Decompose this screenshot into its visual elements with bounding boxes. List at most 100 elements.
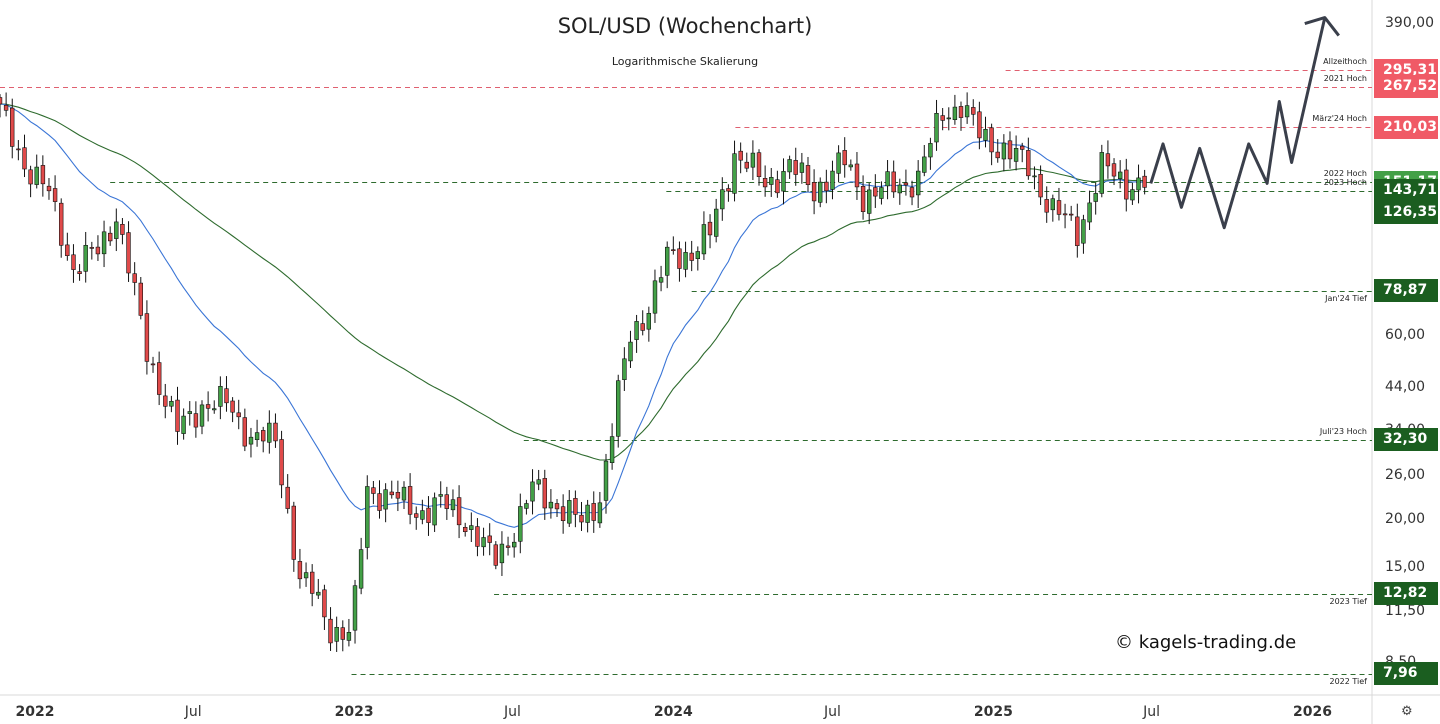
candle-body — [928, 143, 933, 158]
candle-body — [413, 513, 419, 518]
candle-body — [615, 380, 621, 437]
y-tick-label: 390,00 — [1385, 14, 1434, 31]
candle-body — [1111, 163, 1117, 177]
candle-body — [799, 162, 805, 173]
candle-body — [885, 171, 890, 187]
candle-body — [591, 503, 596, 521]
candle-body — [212, 408, 217, 411]
candle-body — [628, 341, 633, 362]
candle-body — [762, 178, 768, 188]
candle-body — [303, 572, 309, 579]
candle-body — [726, 188, 731, 192]
candle-body — [1026, 150, 1031, 177]
candle-body — [879, 187, 884, 199]
candle-body — [713, 208, 719, 237]
price-label: 7,96 — [1374, 662, 1438, 686]
candle-body — [114, 221, 119, 239]
candle-body — [897, 184, 903, 194]
candle-body — [254, 432, 260, 441]
candle-body — [511, 541, 517, 548]
ma-slow-line — [0, 103, 1145, 461]
candle-body — [720, 189, 725, 210]
candle-body — [1038, 174, 1043, 198]
candle-body — [732, 153, 737, 194]
candle-body — [958, 106, 964, 118]
chart-title: SOL/USD (Wochenchart) — [557, 14, 813, 38]
candle-body — [334, 626, 339, 642]
candle-body — [187, 411, 192, 414]
candle-body — [554, 503, 560, 510]
candle-body — [824, 181, 829, 192]
x-tick-label: 2022 — [15, 704, 55, 720]
candle-body — [830, 170, 835, 190]
level-name: Allzeithoch — [1323, 57, 1367, 67]
candle-body — [224, 388, 229, 404]
candle-body — [193, 413, 199, 428]
price-label: 12,82 — [1374, 582, 1438, 606]
candle-body — [328, 618, 333, 644]
candle-body — [542, 478, 548, 509]
candle-body — [248, 436, 254, 445]
candle-body — [340, 627, 345, 640]
candle-body — [781, 171, 786, 192]
candle-body — [934, 113, 939, 143]
price-label: 78,87 — [1374, 279, 1438, 303]
candle-body — [352, 585, 358, 631]
candle-body — [52, 188, 58, 202]
candle-body — [873, 187, 878, 197]
candle-body — [1007, 140, 1013, 160]
candle-body — [365, 486, 370, 548]
candle-body — [1075, 216, 1080, 246]
price-label: 267,52 — [1374, 75, 1438, 99]
candle-body — [603, 460, 609, 501]
candle-body — [860, 186, 866, 213]
candle-body — [358, 549, 364, 589]
candle-body — [267, 422, 272, 443]
candle-body — [487, 535, 492, 543]
gear-icon[interactable]: ⚙ — [1401, 704, 1413, 719]
candle-body — [946, 117, 952, 120]
candle-body — [377, 493, 382, 511]
candle-body — [769, 177, 774, 185]
candle-body — [1062, 213, 1068, 216]
y-tick-label: 11,50 — [1385, 603, 1426, 620]
candle-body — [438, 494, 443, 497]
candle-body — [469, 525, 474, 530]
candle-body — [971, 107, 976, 115]
candle-body — [279, 439, 284, 486]
candle-body — [395, 491, 401, 499]
candle-body — [738, 150, 743, 161]
candle-body — [585, 504, 590, 523]
candle-body — [260, 430, 266, 442]
candle-body — [157, 362, 162, 395]
candle-body — [481, 537, 486, 548]
candle-body — [866, 189, 872, 214]
candle-body — [108, 232, 113, 242]
y-tick-label: 20,00 — [1385, 510, 1426, 527]
candle-body — [530, 481, 535, 502]
candle-body — [285, 486, 290, 509]
candle-body — [236, 412, 241, 418]
candle-body — [169, 400, 174, 407]
candle-body — [456, 497, 462, 526]
x-tick-label: 2023 — [334, 704, 374, 720]
candle-body — [671, 249, 676, 251]
candle-body — [1118, 171, 1123, 179]
candle-body — [1050, 198, 1056, 211]
candle-body — [1099, 152, 1105, 194]
candle-body — [964, 105, 970, 118]
candle-body — [316, 591, 321, 596]
candle-body — [28, 169, 33, 185]
candle-body — [1044, 199, 1049, 213]
candle-body — [0, 97, 3, 105]
candle-body — [3, 105, 9, 111]
x-tick-label: 2026 — [1293, 704, 1333, 720]
y-tick-label: 15,00 — [1385, 558, 1426, 575]
candle-body — [150, 363, 156, 366]
candle-body — [322, 589, 327, 618]
candle-body — [609, 436, 615, 464]
candle-body — [701, 224, 707, 255]
candle-body — [22, 147, 27, 170]
candle-body — [548, 501, 554, 509]
